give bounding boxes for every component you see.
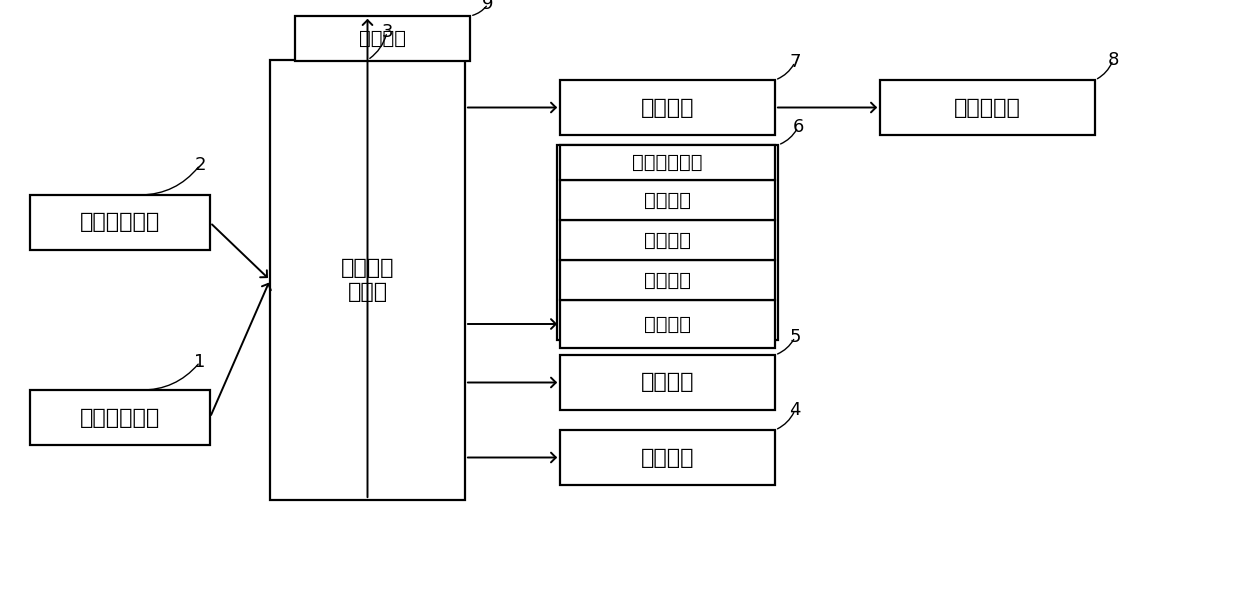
Bar (30, 390, 210, 445)
Text: 云服务模块: 云服务模块 (954, 97, 1021, 118)
Text: 5: 5 (789, 328, 801, 346)
Text: 3: 3 (381, 23, 393, 41)
Text: 高压模块: 高压模块 (644, 230, 691, 249)
Bar (560, 355, 775, 410)
Bar (30, 195, 210, 250)
Bar (557, 145, 777, 340)
Text: 1: 1 (195, 353, 206, 371)
Bar (295, 16, 470, 61)
Text: 4: 4 (789, 401, 801, 419)
Text: 抽取模块: 抽取模块 (644, 270, 691, 289)
Text: 探测模块: 探测模块 (644, 314, 691, 333)
Bar (560, 260, 775, 300)
Text: 8: 8 (1107, 51, 1118, 69)
Text: 单片机控
制模块: 单片机控 制模块 (341, 258, 394, 302)
Bar (880, 80, 1095, 135)
Bar (560, 180, 775, 220)
Text: 计算模块: 计算模块 (641, 97, 694, 118)
Bar (270, 60, 465, 500)
Bar (560, 145, 775, 180)
Text: 清理模块: 清理模块 (641, 447, 694, 467)
Text: 显示模块: 显示模块 (360, 29, 405, 48)
Text: 7: 7 (789, 53, 801, 71)
Text: 浓度计算模块: 浓度计算模块 (632, 153, 703, 172)
Text: 密封模块: 密封模块 (641, 372, 694, 393)
Bar (560, 80, 775, 135)
Text: 2: 2 (195, 156, 206, 174)
Text: 温度检测模块: 温度检测模块 (79, 407, 160, 428)
Text: 湿度检测模块: 湿度检测模块 (79, 213, 160, 232)
Text: 计数模块: 计数模块 (644, 191, 691, 210)
Bar (560, 430, 775, 485)
Bar (560, 220, 775, 260)
Text: 9: 9 (482, 0, 494, 13)
Text: 6: 6 (792, 118, 804, 136)
Bar (560, 300, 775, 348)
